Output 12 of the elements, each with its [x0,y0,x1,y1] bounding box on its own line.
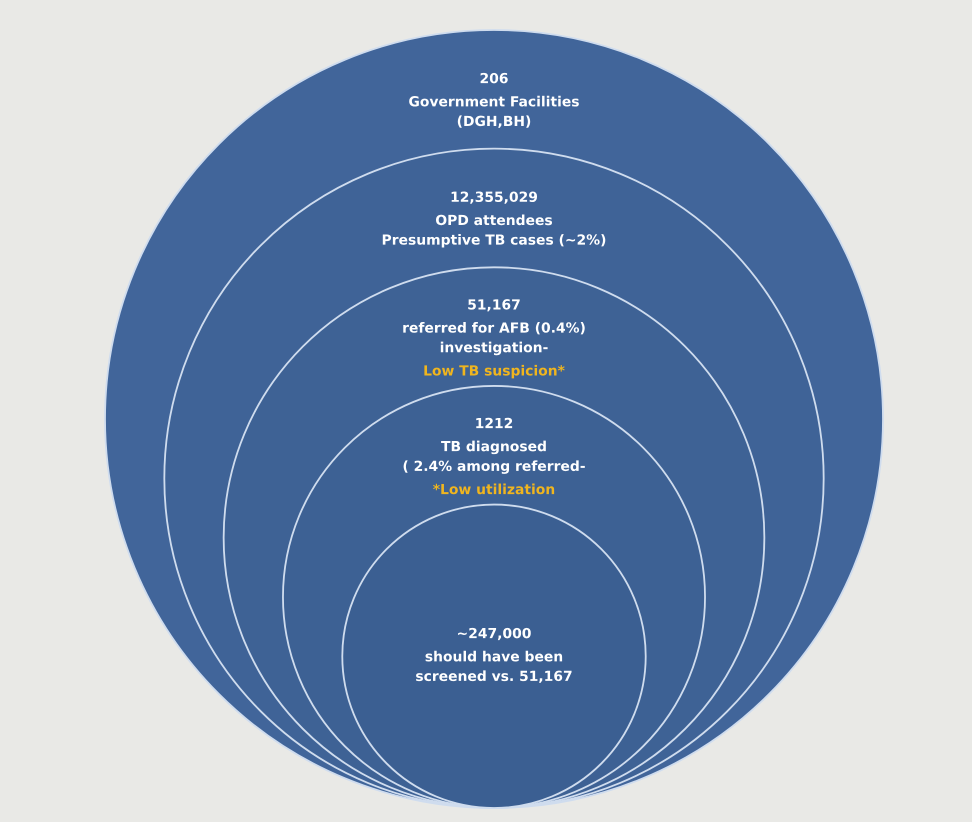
text: *Low utilization [433,484,554,494]
category-label: TB diagnosed ( 2.4% among referred- [404,440,585,474]
data-label: 51,167 [468,299,520,312]
category-label: referred for AFB (0.4%) investigation- [403,322,585,356]
data-label: 206 [480,72,508,84]
data-label: 1212 [476,418,512,428]
text: Low TB suspicion* [424,364,565,378]
category-label: Government Facilities (DGH,BH) [409,96,579,128]
category-label: OPD attendees Presumptive TB cases (~2%) [382,214,606,248]
data-label: 12,355,029 [452,191,538,204]
category-label: should have been screened vs. 51,167 [416,650,572,683]
data-label: ~247,000 [458,628,531,640]
